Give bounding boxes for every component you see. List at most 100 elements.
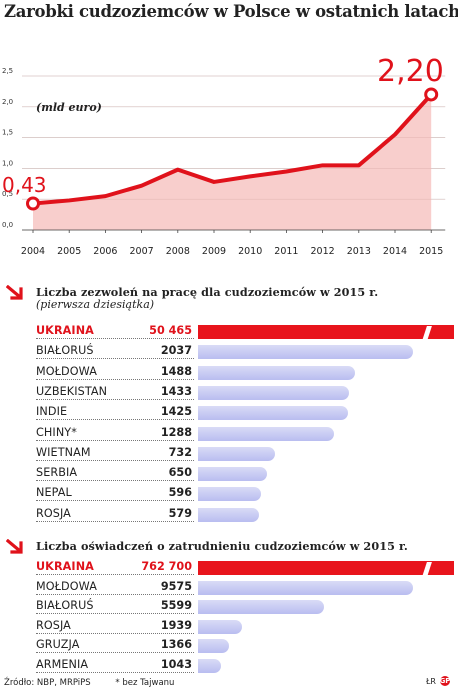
bar-row: GRUZJA 1366 [36, 636, 454, 656]
permits-subtitle: (pierwsza dziesiątka) [36, 298, 155, 311]
bar-row: INDIE 1425 [36, 403, 454, 423]
dotted-leader [36, 358, 194, 360]
value-label: 1043 [157, 657, 192, 671]
value-label: 732 [165, 445, 192, 459]
x-tick-label: 2011 [274, 246, 298, 257]
value-label: 579 [165, 506, 192, 520]
dotted-leader [36, 480, 194, 482]
bar-row: BIAŁORUŚ 2037 [36, 342, 454, 362]
dotted-leader [36, 398, 194, 400]
x-tick-label: 2005 [57, 246, 81, 257]
y-tick-label: 0,5 [2, 190, 13, 198]
dotted-leader [36, 419, 194, 421]
y-tick-label: 1,5 [2, 129, 13, 137]
bar [198, 406, 348, 421]
category-label: SERBIA [36, 466, 81, 480]
value-label: 1488 [157, 364, 192, 378]
bar [198, 467, 267, 482]
footnote-text: * bez Tajwanu [115, 678, 175, 688]
category-label: BIAŁORUŚ [36, 344, 97, 358]
value-label: 2037 [157, 344, 192, 358]
value-label: 650 [165, 466, 192, 480]
category-label: UKRAINA [36, 324, 97, 337]
bar [198, 507, 259, 522]
dotted-leader [36, 378, 194, 380]
bar [198, 446, 275, 461]
x-tick-label: 2008 [166, 246, 190, 257]
axis-break [421, 326, 432, 344]
author-initials: ŁR [425, 676, 436, 686]
category-label: ROSJA [36, 618, 74, 632]
dotted-leader [36, 671, 194, 673]
bar [198, 639, 229, 653]
area-fill [33, 94, 432, 230]
value-label: 1425 [157, 405, 192, 419]
x-tick-label: 2004 [21, 246, 45, 257]
bar-row: UKRAINA 50 465 [36, 322, 454, 344]
dotted-leader [36, 613, 194, 614]
dotted-leader [36, 439, 194, 441]
x-tick-label: 2010 [238, 246, 262, 257]
value-label: 50 465 [146, 324, 192, 337]
x-tick-label: 2007 [130, 246, 154, 257]
y-tick-label: 2,0 [2, 98, 13, 106]
category-label: ARMENIA [36, 657, 92, 671]
bar [198, 365, 355, 380]
bar-row: WIETNAM 732 [36, 444, 454, 464]
publisher-logo: GP [439, 676, 451, 686]
category-label: WIETNAM [36, 445, 94, 459]
credit: ŁR GP [426, 676, 450, 686]
bar-row: ARMENIA 1043 [36, 656, 454, 676]
value-label: 9575 [157, 579, 192, 593]
bar-row: ROSJA 579 [36, 505, 454, 525]
bar-row: BIAŁORUŚ 5599 [36, 597, 454, 617]
page-title: Zarobki cudzoziemców w Polsce w ostatnic… [4, 2, 458, 21]
category-label: NEPAL [36, 486, 75, 500]
end-value-label: 2,20 [377, 56, 444, 89]
value-label: 1366 [157, 638, 192, 651]
bar-row: ROSJA 1939 [36, 617, 454, 637]
dotted-leader [36, 652, 194, 653]
dotted-leader [36, 500, 194, 502]
bar [198, 345, 413, 360]
value-label: 5599 [157, 599, 192, 612]
bar-row: SERBIA 650 [36, 464, 454, 484]
bar [198, 487, 261, 502]
category-label: ROSJA [36, 506, 74, 520]
bar [198, 600, 324, 614]
permits-title: Liczba zezwoleń na pracę dla cudzoziemcó… [36, 285, 379, 299]
dotted-leader [36, 459, 194, 461]
dotted-leader [36, 338, 194, 339]
unit-label: (mld euro) [36, 101, 102, 114]
x-tick-label: 2015 [419, 246, 443, 257]
category-label: CHINY* [36, 425, 80, 439]
value-label: 1939 [157, 618, 192, 632]
start-point [26, 196, 40, 211]
bar-row: NEPAL 596 [36, 484, 454, 504]
bar [198, 580, 413, 595]
x-tick-label: 2013 [347, 246, 371, 257]
bar-highlight [198, 325, 454, 344]
value-label: 1433 [157, 384, 192, 398]
bar-row: UZBEKISTAN 1433 [36, 383, 454, 403]
category-label: MOŁDOWA [36, 364, 100, 378]
line-chart: 0,0 0,5 1,0 1,5 2,0 2,5 2004 2005 2006 2007 2008 20… [2, 56, 446, 257]
category-label: UZBEKISTAN [36, 384, 111, 398]
bar [198, 658, 221, 673]
dotted-leader [36, 574, 194, 575]
x-tick-label: 2012 [311, 246, 335, 257]
bar [198, 619, 242, 634]
bar [198, 385, 349, 400]
arrow-down-right-icon [6, 285, 23, 300]
start-value-label: 0,43 [2, 173, 47, 197]
x-tick-label: 2006 [93, 246, 117, 257]
value-label: 762 700 [138, 560, 192, 573]
bar-row: MOŁDOWA 9575 [36, 578, 454, 598]
dotted-leader [36, 593, 194, 595]
y-tick-label: 0,0 [2, 221, 13, 229]
dotted-leader [36, 632, 194, 634]
declarations-title: Liczba oświadczeń o zatrudnieniu cudzozi… [36, 539, 408, 553]
value-label: 1288 [157, 425, 192, 439]
source-line: Źródło: NBP, MRPiPS * bez Tajwanu [4, 678, 174, 688]
dotted-leader [36, 520, 194, 522]
